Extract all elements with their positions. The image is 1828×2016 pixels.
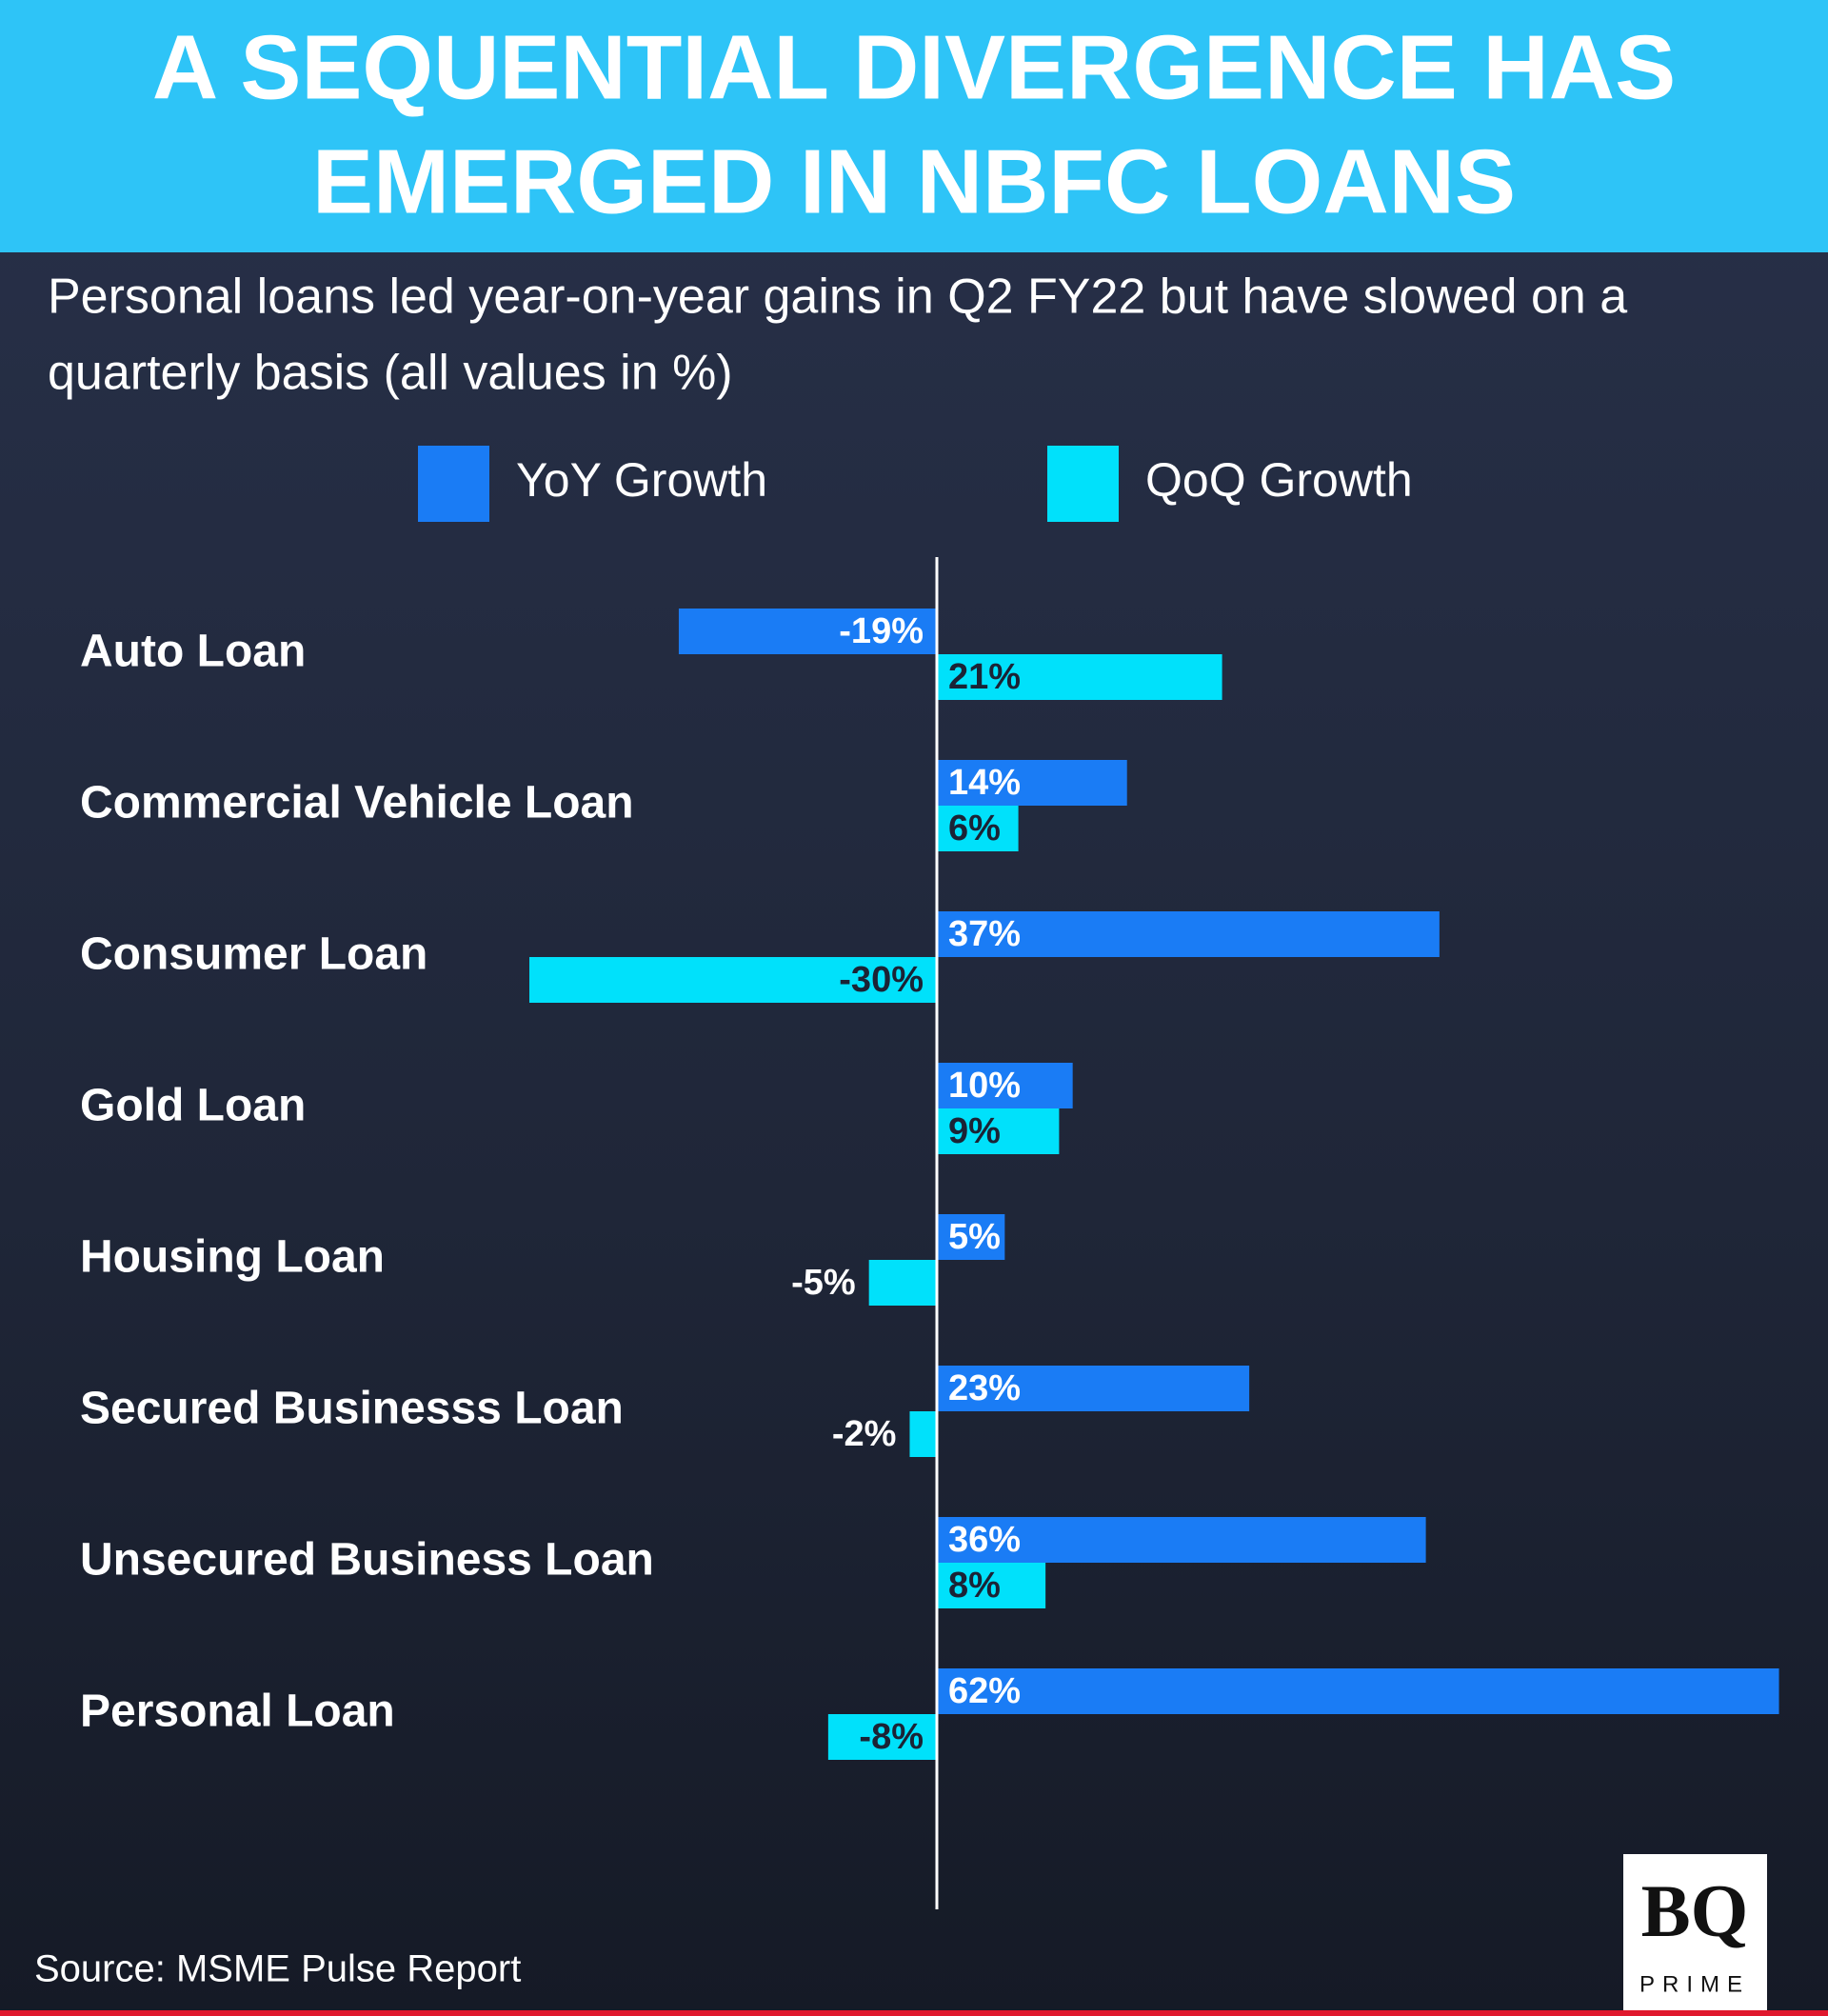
category-label: Auto Loan (80, 627, 306, 677)
bar (937, 1517, 1426, 1563)
category-label: Commercial Vehicle Loan (80, 778, 634, 828)
bar (868, 1260, 937, 1306)
value-label: 62% (948, 1671, 1021, 1711)
bar (937, 1214, 1005, 1260)
legend-label: YoY Growth (516, 453, 767, 507)
category-label: Housing Loan (80, 1232, 385, 1283)
bar (937, 911, 1440, 957)
bar (937, 1668, 1779, 1714)
legend-swatch (1047, 446, 1119, 522)
bar (937, 1108, 1060, 1154)
bar (937, 806, 1019, 851)
chart-title: A SEQUENTIAL DIVERGENCE HAS (152, 16, 1676, 118)
bar (937, 1563, 1046, 1608)
value-label: 5% (948, 1217, 1001, 1257)
legend-label: QoQ Growth (1145, 453, 1413, 507)
value-label: 10% (948, 1066, 1021, 1106)
bar (827, 1714, 937, 1760)
logo-name: BQ (1641, 1869, 1749, 1952)
value-label: -30% (839, 960, 924, 1000)
title-band (0, 0, 1828, 252)
category-label: Unsecured Business Loan (80, 1535, 654, 1586)
subtitle: quarterly basis (all values in %) (48, 346, 733, 401)
value-label: 8% (948, 1566, 1001, 1606)
value-label: 21% (948, 657, 1021, 697)
value-label: -8% (859, 1717, 924, 1757)
bar (937, 760, 1127, 806)
bar (937, 1063, 1073, 1108)
chart-title: EMERGED IN NBFC LOANS (312, 130, 1516, 232)
bar (909, 1411, 937, 1457)
value-label: 9% (948, 1111, 1001, 1151)
logo-box (1623, 1854, 1767, 2016)
legend-swatch (418, 446, 489, 522)
value-label: -19% (839, 611, 924, 651)
category-label: Consumer Loan (80, 929, 427, 980)
category-label: Personal Loan (80, 1687, 395, 1737)
value-label: 23% (948, 1368, 1021, 1408)
subtitle: Personal loans led year-on-year gains in… (48, 269, 1627, 325)
value-label: -5% (791, 1263, 856, 1303)
bar (678, 609, 937, 654)
value-label: 6% (948, 808, 1001, 848)
value-label: 37% (948, 914, 1021, 954)
value-label: 14% (948, 763, 1021, 803)
bar (937, 1366, 1250, 1411)
bar (529, 957, 937, 1003)
source: Source: MSME Pulse Report (34, 1948, 521, 1990)
value-label: 36% (948, 1520, 1021, 1560)
bar (937, 654, 1222, 700)
value-label: -2% (832, 1414, 897, 1454)
category-label: Gold Loan (80, 1081, 306, 1131)
category-label: Secured Businesss Loan (80, 1384, 624, 1434)
bottom-rule (0, 2010, 1828, 2016)
logo-tagline: PRIME (1639, 1971, 1750, 1997)
